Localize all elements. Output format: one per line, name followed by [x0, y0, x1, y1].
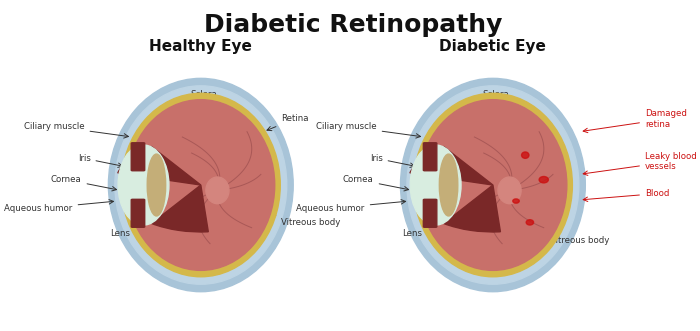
Ellipse shape — [414, 93, 573, 277]
Text: Vitreous body: Vitreous body — [521, 225, 609, 245]
Ellipse shape — [513, 199, 519, 203]
Wedge shape — [151, 185, 209, 232]
Text: Cornea: Cornea — [51, 175, 116, 191]
Wedge shape — [444, 185, 500, 232]
Text: Sclera: Sclera — [482, 90, 513, 104]
Text: Ciliary muscle: Ciliary muscle — [316, 122, 421, 138]
FancyBboxPatch shape — [424, 199, 437, 227]
Ellipse shape — [526, 220, 533, 225]
Text: Diabetic Retinopathy: Diabetic Retinopathy — [204, 13, 502, 36]
Ellipse shape — [498, 177, 521, 204]
Text: Vitreous body: Vitreous body — [246, 208, 341, 227]
Text: Sclera: Sclera — [190, 90, 221, 104]
FancyBboxPatch shape — [424, 143, 437, 171]
Text: Lens: Lens — [402, 221, 436, 238]
Ellipse shape — [440, 154, 458, 216]
Text: Damaged
retina: Damaged retina — [583, 109, 687, 133]
Ellipse shape — [419, 100, 567, 270]
Ellipse shape — [121, 93, 280, 277]
FancyBboxPatch shape — [131, 143, 145, 171]
Ellipse shape — [108, 78, 293, 292]
Text: Iris: Iris — [78, 154, 122, 167]
Text: Blood: Blood — [583, 189, 669, 202]
FancyBboxPatch shape — [131, 199, 145, 227]
Text: Healthy Eye: Healthy Eye — [149, 39, 252, 54]
Ellipse shape — [147, 154, 166, 216]
Ellipse shape — [127, 100, 274, 270]
Ellipse shape — [400, 78, 585, 292]
Text: Leaky blood
vessels: Leaky blood vessels — [583, 152, 696, 175]
Ellipse shape — [522, 152, 529, 158]
Ellipse shape — [410, 145, 461, 225]
Text: Aqueous humor: Aqueous humor — [297, 200, 405, 213]
Text: Diabetic Eye: Diabetic Eye — [440, 39, 547, 54]
Ellipse shape — [539, 176, 548, 183]
Ellipse shape — [118, 145, 169, 225]
Text: Lens: Lens — [111, 221, 144, 238]
Text: Iris: Iris — [370, 154, 414, 167]
Text: Aqueous humor: Aqueous humor — [4, 200, 113, 213]
Ellipse shape — [206, 177, 229, 204]
Ellipse shape — [407, 86, 579, 284]
Ellipse shape — [115, 86, 287, 284]
Text: Retina: Retina — [267, 115, 309, 131]
Text: Ciliary muscle: Ciliary muscle — [24, 122, 128, 138]
Text: Cornea: Cornea — [343, 175, 409, 191]
Wedge shape — [118, 147, 201, 185]
Wedge shape — [410, 147, 493, 185]
